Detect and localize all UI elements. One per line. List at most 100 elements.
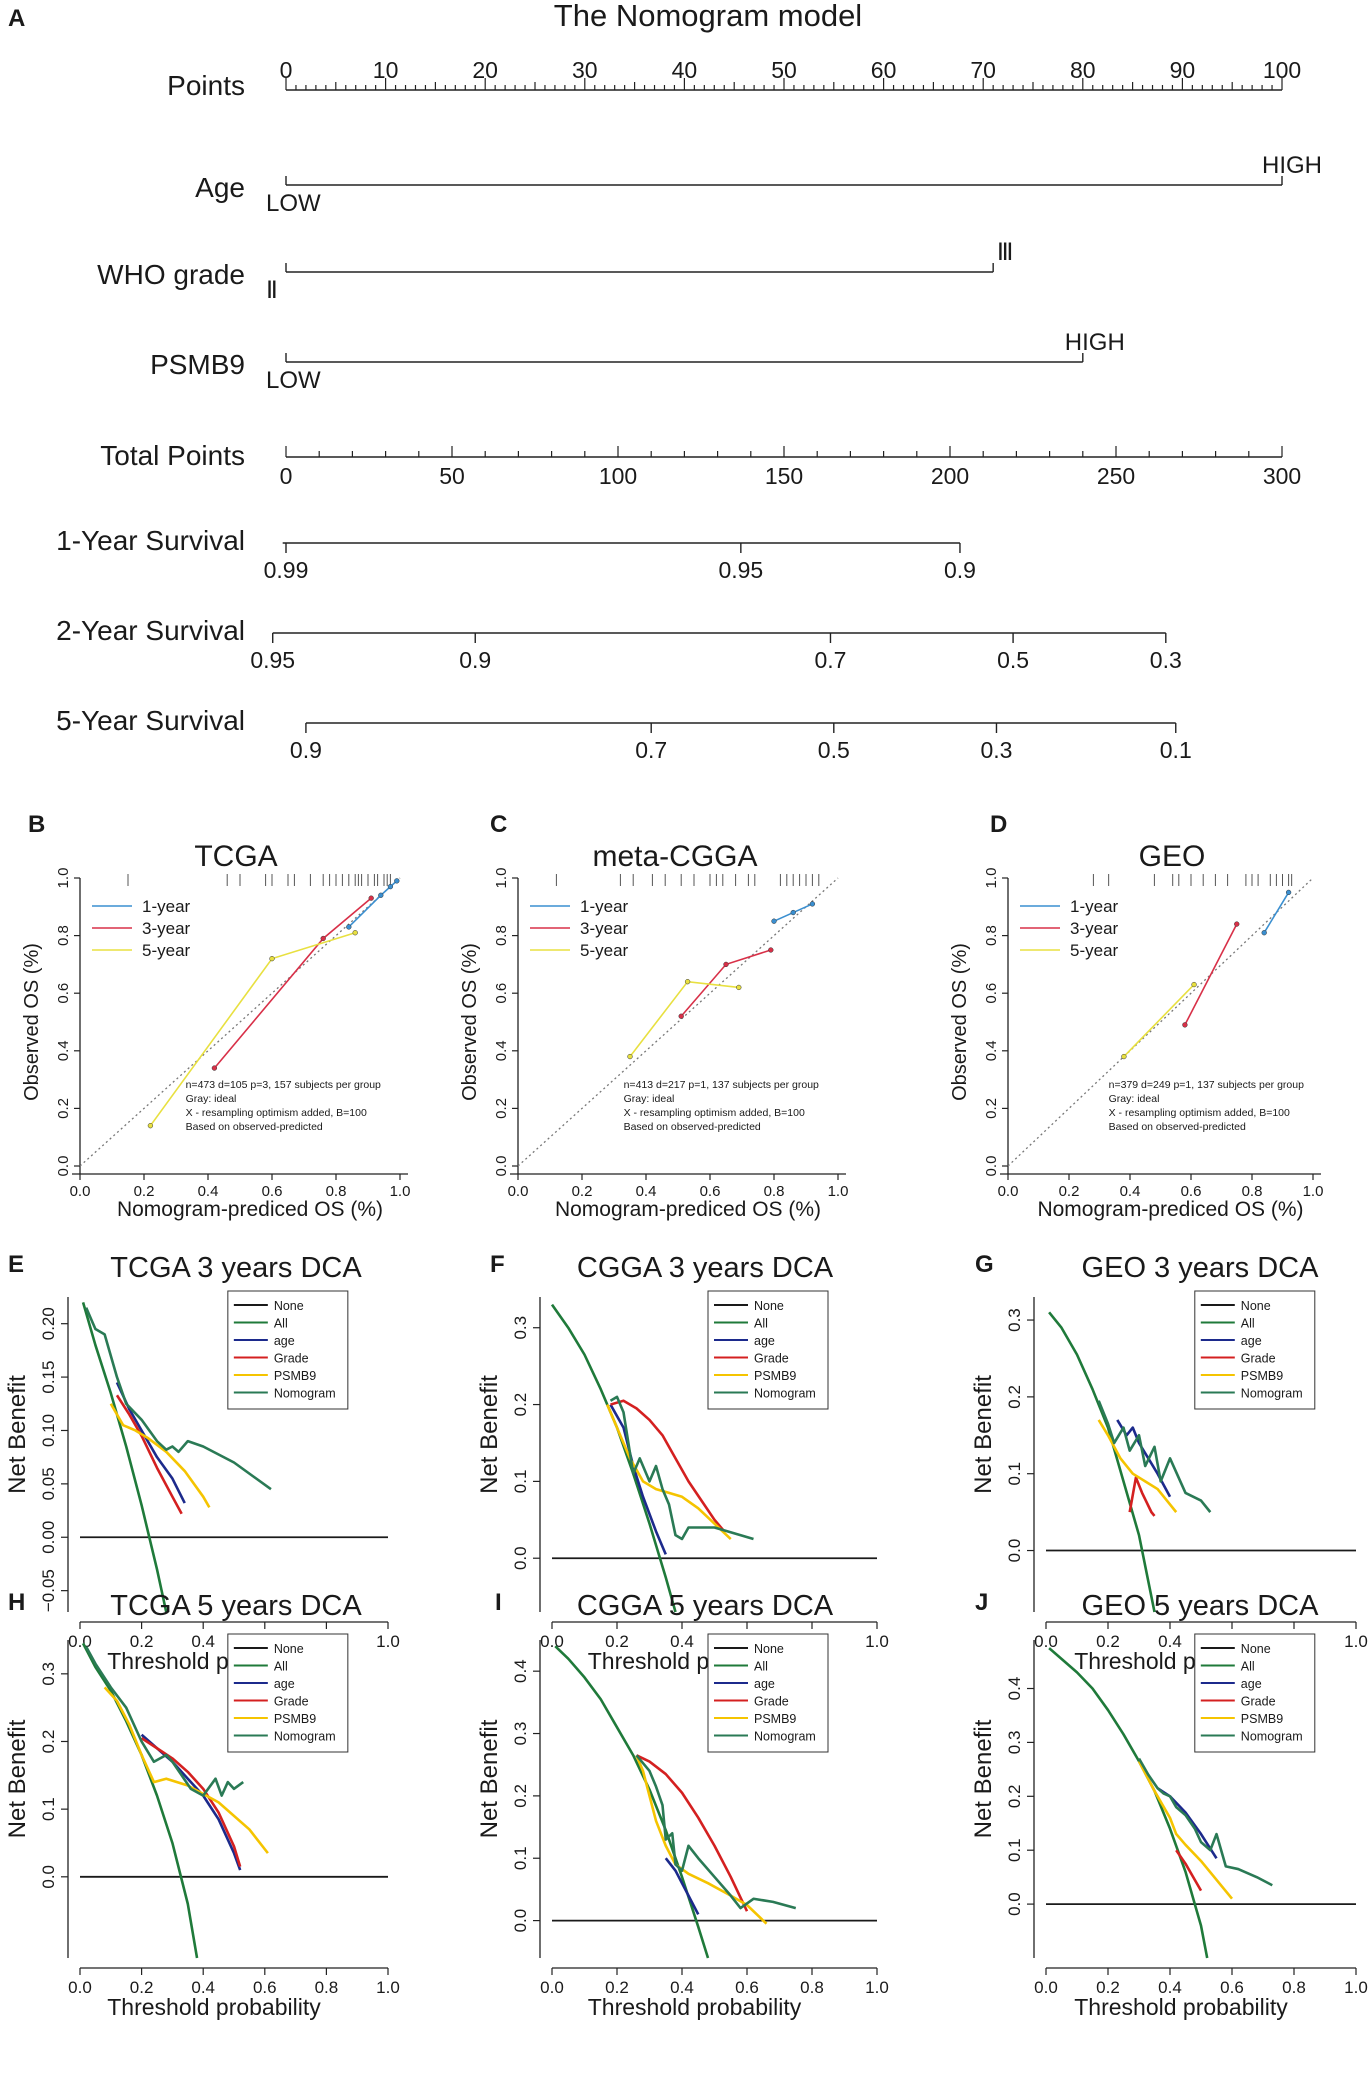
chart-title: TCGA 3 years DCA <box>110 1252 362 1284</box>
y-axis-label: Net Benefit <box>970 1719 997 1838</box>
y-tick-label: 0.2 <box>39 1730 58 1754</box>
x-tick-label: 0.4 <box>191 1632 215 1651</box>
calibration-panel-B: B TCGA 0.0 0.0 0.2 0.2 0.4 0.4 0.6 0.6 0.8 0.8 1.0 1.… <box>21 811 410 1221</box>
chart-title: TCGA 5 years DCA <box>110 1590 362 1622</box>
x-tick-label: 0.4 <box>1158 1978 1182 1997</box>
y-tick-label: 0.3 <box>511 1316 530 1340</box>
legend-label: PSMB9 <box>754 1369 796 1383</box>
series-line-Grade <box>610 1399 726 1533</box>
y-tick-label: 0.4 <box>1005 1677 1024 1701</box>
plot-area <box>80 1301 388 1613</box>
x-tick-label: 0.8 <box>1282 1978 1306 1997</box>
x-axis-label: Nomogram-prediced OS (%) <box>1037 1198 1303 1221</box>
x-tick-label: 0.6 <box>735 1978 759 1997</box>
legend-label: All <box>1241 1660 1255 1674</box>
series-line-PSMB9 <box>635 1754 768 1925</box>
total-points-label: Total Points <box>100 440 245 471</box>
series-point-1-year <box>394 878 400 884</box>
x-tick-label: 0.4 <box>636 1183 657 1200</box>
y-axis-label: Observed OS (%) <box>949 943 971 1101</box>
survival-label: 1-Year Survival <box>56 525 245 556</box>
x-tick-label: 0.2 <box>130 1978 154 1997</box>
total-tick-label: 200 <box>931 463 969 489</box>
survival-tick-label: 0.3 <box>980 737 1012 763</box>
total-tick-label: 300 <box>1263 463 1301 489</box>
series-line-All <box>81 1301 168 1613</box>
chart-title: meta-CGGA <box>592 840 757 873</box>
nomogram-panel: A The Nomogram model Points 0 10 20 30 40 50 60 70… <box>8 0 1322 763</box>
survival-tick-label: 0.3 <box>1150 647 1182 673</box>
series-point-1-year <box>346 924 352 930</box>
series-point-5-year <box>684 979 691 985</box>
legend-label: Nomogram <box>754 1730 816 1744</box>
total-points-scale: Total Points 0 50 100 150 200 250 300 <box>100 440 1301 489</box>
x-tick-label: 0.0 <box>508 1183 529 1200</box>
series-line-Nomogram <box>1097 1400 1212 1513</box>
y-tick-label: 0.8 <box>55 925 72 946</box>
y-tick-label: 0.10 <box>39 1414 58 1447</box>
nomogram-variable: Age LOW HIGH <box>195 152 1322 217</box>
series-point-5-year <box>147 1123 154 1129</box>
y-tick-label: 0.0 <box>55 1156 72 1177</box>
y-tick-label: 0.0 <box>1005 1539 1024 1563</box>
y-tick-label: 0.8 <box>983 925 1000 946</box>
x-tick-label: 1.0 <box>376 1632 400 1651</box>
x-tick-label: 1.0 <box>865 1632 889 1651</box>
x-tick-label: 1.0 <box>865 1978 889 1997</box>
plot-area <box>552 1645 877 1959</box>
variable-level-label: HIGH <box>1065 329 1125 356</box>
chart-note: n=473 d=105 p=3, 157 subjects per group <box>186 1079 381 1091</box>
variable-level-label: Ⅲ <box>997 240 1014 266</box>
points-tick-label: 90 <box>1170 57 1196 83</box>
series-point-5-year <box>627 1053 633 1060</box>
variable-level-label: Ⅱ <box>266 278 278 304</box>
series-line-All <box>81 1642 199 1959</box>
series-line-3-year <box>1184 923 1238 1026</box>
series-line-Nomogram <box>1137 1757 1273 1887</box>
points-tick-label: 40 <box>672 57 698 83</box>
y-tick-label: 0.1 <box>1005 1462 1024 1486</box>
y-tick-label: 0.2 <box>511 1393 530 1417</box>
x-tick-label: 0.4 <box>1120 1183 1141 1200</box>
chart-note: X - resampling optimism added, B=100 <box>1109 1107 1290 1119</box>
variable-label: WHO grade <box>97 259 245 290</box>
y-tick-label: 0.2 <box>1005 1385 1024 1409</box>
x-tick-label: 0.2 <box>1096 1632 1120 1651</box>
x-tick-label: 0.0 <box>998 1183 1019 1200</box>
ideal-line <box>517 877 839 1167</box>
series-point-5-year <box>1191 981 1197 988</box>
chart-note: n=413 d=217 p=1, 137 subjects per group <box>624 1079 819 1091</box>
legend-label: age <box>754 1677 775 1691</box>
y-tick-label: 1.0 <box>55 868 72 889</box>
survival-tick-label: 0.9 <box>459 647 491 673</box>
legend-label: 1-year <box>1070 897 1119 916</box>
x-tick-label: 1.0 <box>1303 1183 1324 1200</box>
nomogram-title: The Nomogram model <box>554 0 862 33</box>
points-tick-label: 60 <box>871 57 897 83</box>
total-tick-label: 150 <box>765 463 803 489</box>
dca-panel-I: I CGGA 5 years DCA 0.0 0.2 0.4 0.6 0.8 1.0 0.0 0.… <box>476 1589 889 2020</box>
x-tick-label: 0.4 <box>1158 1632 1182 1651</box>
series-point-1-year <box>809 901 816 907</box>
survival-scale: 5-Year Survival 0.9 0.7 0.5 0.3 0.1 <box>56 705 1192 763</box>
y-tick-label: 0.4 <box>511 1659 530 1683</box>
legend-label: 1-year <box>580 897 629 916</box>
legend-label: None <box>1241 1299 1271 1313</box>
y-tick-label: 0.0 <box>39 1865 58 1889</box>
variable-label: Age <box>195 172 245 203</box>
series-line-1-year <box>1263 891 1290 934</box>
legend-box <box>707 1633 829 1753</box>
x-tick-label: 0.8 <box>800 1978 824 1997</box>
panel-label-B: B <box>28 811 45 838</box>
series-line-1-year <box>348 880 398 928</box>
panel-label-E: E <box>8 1251 24 1278</box>
x-tick-label: 0.0 <box>1034 1978 1058 1997</box>
series-line-Nomogram <box>84 1307 272 1491</box>
y-tick-label: 0.1 <box>1005 1838 1024 1862</box>
legend-label: Grade <box>274 1695 309 1709</box>
legend-label: None <box>1241 1642 1271 1656</box>
dca-panel-J: J GEO 5 years DCA 0.0 0.2 0.4 0.6 0.8 1.0 0.0 0.1… <box>970 1589 1368 2020</box>
series-point-1-year <box>1285 889 1292 896</box>
x-tick-label: 0.2 <box>1059 1183 1080 1200</box>
